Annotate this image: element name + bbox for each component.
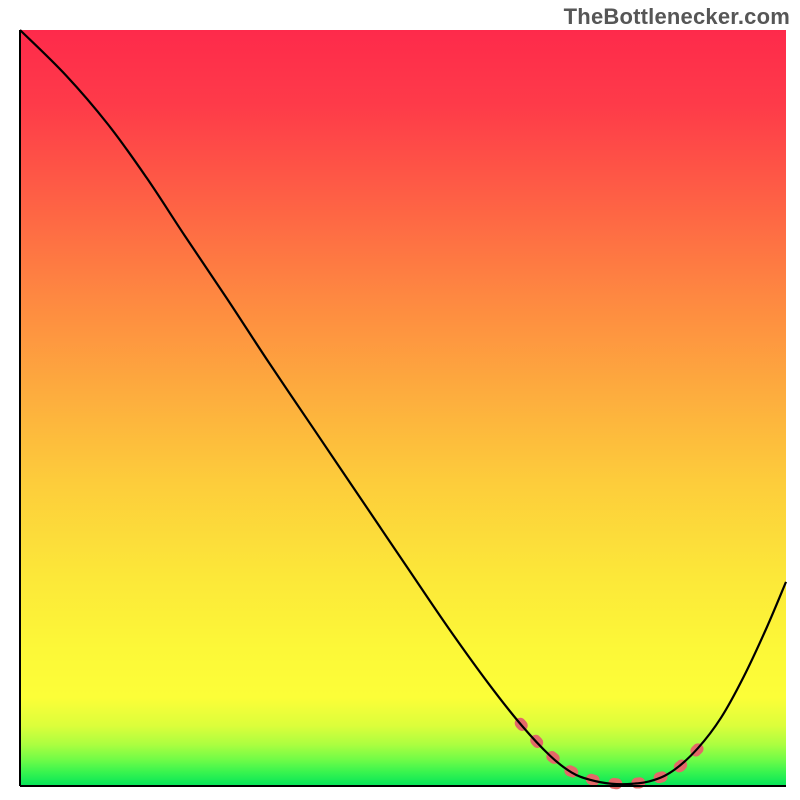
- bottleneck-chart: [0, 0, 800, 800]
- chart-background-gradient: [20, 30, 786, 786]
- watermark-text: TheBottlenecker.com: [564, 4, 790, 30]
